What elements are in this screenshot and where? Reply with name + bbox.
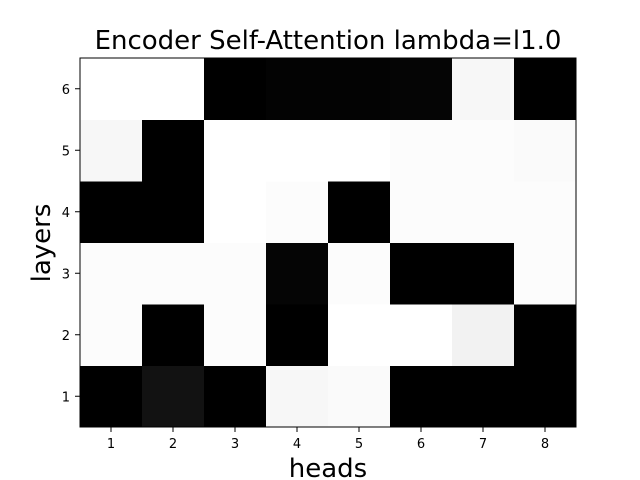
heatmap-cell-layer2-head7 xyxy=(452,304,515,366)
heatmap-cell-layer6-head7 xyxy=(452,58,515,120)
heatmap-cell-layer4-head4 xyxy=(266,181,329,243)
x-axis-label: heads xyxy=(289,454,367,480)
heatmap-cell-layer5-head7 xyxy=(452,119,515,182)
x-tick-label: 7 xyxy=(479,437,487,452)
x-tick-label: 8 xyxy=(541,437,549,452)
plot-frame xyxy=(79,57,577,428)
heatmap-cell-layer3-head6 xyxy=(390,242,453,305)
heatmap-cell-layer4-head1 xyxy=(80,181,143,243)
heatmap-cell-layer5-head2 xyxy=(142,119,205,182)
y-axis-label: layers xyxy=(27,204,57,283)
heatmap-cell-layer1-head4 xyxy=(266,365,329,428)
heatmap-cell-layer1-head2 xyxy=(142,365,205,428)
y-axis-ticks: 1 2 3 4 5 6 xyxy=(62,83,80,405)
heatmap-cell-layer3-head7 xyxy=(452,242,515,305)
heatmap-cell-layer2-head4 xyxy=(266,304,329,366)
heatmap-cell-layer6-head3 xyxy=(204,58,267,120)
heatmap-cell-layer1-head6 xyxy=(390,365,453,428)
x-tick-label: 6 xyxy=(417,437,425,452)
heatmap-cell-layer4-head8 xyxy=(514,181,577,243)
y-tick-label: 5 xyxy=(62,144,70,159)
heatmap-cell-layer3-head4 xyxy=(266,242,329,305)
heatmap-cell-layer4-head5 xyxy=(328,181,391,243)
heatmap-cell-layer6-head8 xyxy=(514,58,577,120)
heatmap-cell-layer5-head3 xyxy=(204,119,267,182)
heatmap-cell-layer3-head1 xyxy=(80,242,143,305)
heatmap-cell-layer3-head5 xyxy=(328,242,391,305)
heatmap-cell-layer3-head8 xyxy=(514,242,577,305)
heatmap-cell-layer3-head3 xyxy=(204,242,267,305)
heatmap-cell-layer2-head1 xyxy=(80,304,143,366)
heatmap-cell-layer5-head1 xyxy=(80,119,143,182)
heatmap-cell-layer1-head8 xyxy=(514,365,577,428)
y-tick-label: 6 xyxy=(62,83,70,98)
y-tick-label: 4 xyxy=(62,206,70,221)
heatmap-cell-layer2-head3 xyxy=(204,304,267,366)
heatmap-cell-layer6-head6 xyxy=(390,58,453,120)
x-tick-label: 3 xyxy=(231,437,239,452)
x-tick-label: 4 xyxy=(293,437,301,452)
heatmap-cell-layer2-head6 xyxy=(390,304,453,366)
heatmap-cell-layer6-head5 xyxy=(328,58,391,120)
heatmap-cell-layer5-head4 xyxy=(266,119,329,182)
x-tick-label: 5 xyxy=(355,437,363,452)
x-tick-label: 1 xyxy=(107,437,115,452)
heatmap-cell-layer3-head2 xyxy=(142,242,205,305)
heatmap-cell-layer2-head2 xyxy=(142,304,205,366)
y-tick-label: 2 xyxy=(62,329,70,344)
y-tick-label: 1 xyxy=(62,390,70,405)
heatmap-cell-layer2-head8 xyxy=(514,304,577,366)
x-tick-label: 2 xyxy=(169,437,177,452)
y-tick-label: 3 xyxy=(62,267,70,282)
heatmap-cell-layer4-head3 xyxy=(204,181,267,243)
heatmap-cells xyxy=(80,58,577,428)
heatmap-cell-layer1-head3 xyxy=(204,365,267,428)
heatmap-cell-layer6-head2 xyxy=(142,58,205,120)
heatmap-cell-layer5-head6 xyxy=(390,119,453,182)
heatmap-cell-layer6-head1 xyxy=(80,58,143,120)
heatmap-cell-layer5-head8 xyxy=(514,119,577,182)
heatmap-cell-layer2-head5 xyxy=(328,304,391,366)
heatmap-cell-layer4-head6 xyxy=(390,181,453,243)
heatmap-cell-layer4-head2 xyxy=(142,181,205,243)
heatmap-cell-layer1-head1 xyxy=(80,365,143,428)
chart-title: Encoder Self-Attention lambda=l1.0 xyxy=(95,26,562,56)
heatmap-cell-layer6-head4 xyxy=(266,58,329,120)
heatmap-cell-layer1-head5 xyxy=(328,365,391,428)
heatmap-cell-layer5-head5 xyxy=(328,119,391,182)
heatmap-cell-layer4-head7 xyxy=(452,181,515,243)
x-axis-ticks: 1 2 3 4 5 6 7 8 xyxy=(107,427,549,452)
heatmap-cell-layer1-head7 xyxy=(452,365,515,428)
